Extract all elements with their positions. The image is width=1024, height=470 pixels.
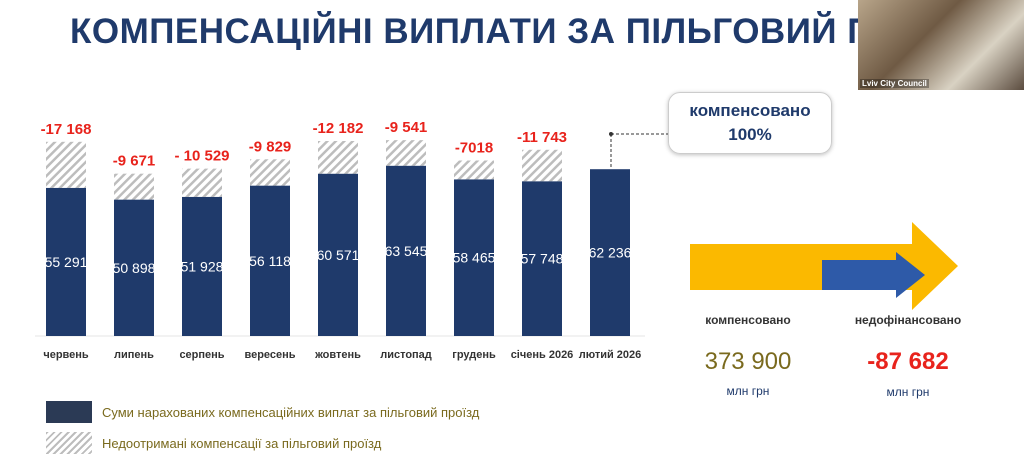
bar-unpaid	[250, 159, 290, 186]
bar-value-label: 58 465	[453, 250, 496, 266]
legend-item-paid: Суми нарахованих компенсаційних виплат з…	[46, 401, 479, 423]
underfunded-arrow-icon	[822, 252, 925, 298]
connector-dot	[609, 132, 613, 136]
bar-deficit-label: -17 168	[41, 121, 92, 138]
bar-paid	[386, 165, 426, 336]
x-tick-label: листопад	[380, 349, 432, 361]
bar-unpaid	[182, 168, 222, 197]
bar-paid	[250, 185, 290, 336]
page-title: КОМПЕНСАЦІЙНІ ВИПЛАТИ ЗА ПІЛЬГОВИЙ ПР	[70, 12, 897, 51]
bar-paid	[522, 181, 562, 336]
legend-swatch-paid	[46, 401, 92, 423]
bar-value-label: 55 291	[45, 254, 88, 270]
compensated-callout: компенсовано 100%	[668, 92, 832, 154]
bar-unpaid	[46, 141, 86, 188]
bar-value-label: 63 545	[385, 243, 428, 259]
x-tick-label: вересень	[244, 349, 295, 361]
bar-deficit-label: -11 743	[517, 129, 567, 146]
bar-deficit-label: -9 541	[385, 119, 428, 136]
x-tick-label: лютий 2026	[579, 349, 642, 361]
video-overlay: Lviv City Council	[858, 0, 1024, 90]
bar-value-label: 50 898	[113, 260, 156, 276]
bar-paid	[318, 173, 358, 336]
video-caption: Lviv City Council	[860, 79, 929, 88]
x-tick-label: липень	[114, 349, 154, 361]
underfunded-label: недофінансовано	[854, 313, 962, 327]
bar-value-label: 57 748	[521, 251, 564, 267]
compensated-unit: млн грн	[726, 384, 770, 398]
bar-value-label: 51 928	[181, 258, 224, 274]
x-tick-label: червень	[43, 349, 89, 361]
bar-unpaid	[522, 149, 562, 182]
bar-paid	[46, 187, 86, 336]
legend-item-unpaid: Недоотримані компенсації за пільговий пр…	[46, 432, 381, 454]
bar-paid	[454, 179, 494, 336]
compensated-value: 373 900	[704, 348, 792, 375]
bar-deficit-label: -9 671	[113, 153, 156, 170]
legend-swatch-unpaid	[46, 432, 92, 454]
legend-label: Суми нарахованих компенсаційних виплат з…	[102, 404, 480, 420]
bar-unpaid	[454, 160, 494, 180]
bar-deficit-label: - 10 529	[174, 148, 229, 165]
underfunded-value: -87 682	[867, 348, 949, 375]
bar-deficit-label: -12 182	[313, 120, 364, 137]
callout-value: 100%	[728, 125, 772, 144]
x-tick-label: грудень	[452, 349, 496, 361]
callout-label: компенсовано	[689, 101, 811, 120]
compensated-label: компенсовано	[705, 313, 791, 327]
bar-paid	[182, 196, 222, 336]
bar-value-label: 60 571	[317, 247, 360, 263]
bar-deficit-label: -7018	[455, 140, 493, 157]
bar-value-label: 62 236	[589, 245, 632, 261]
x-tick-label: жовтень	[314, 349, 361, 361]
bar-unpaid	[386, 140, 426, 166]
legend-label: Недоотримані компенсації за пільговий пр…	[102, 435, 382, 451]
x-tick-label: січень 2026	[511, 349, 574, 361]
bar-deficit-label: -9 829	[249, 138, 292, 155]
bar-paid	[590, 169, 630, 336]
bar-unpaid	[318, 141, 358, 174]
bar-unpaid	[114, 173, 154, 200]
x-tick-label: серпень	[179, 349, 224, 361]
underfunded-unit: млн грн	[886, 385, 930, 399]
bar-paid	[114, 199, 154, 336]
bar-value-label: 56 118	[249, 253, 291, 269]
